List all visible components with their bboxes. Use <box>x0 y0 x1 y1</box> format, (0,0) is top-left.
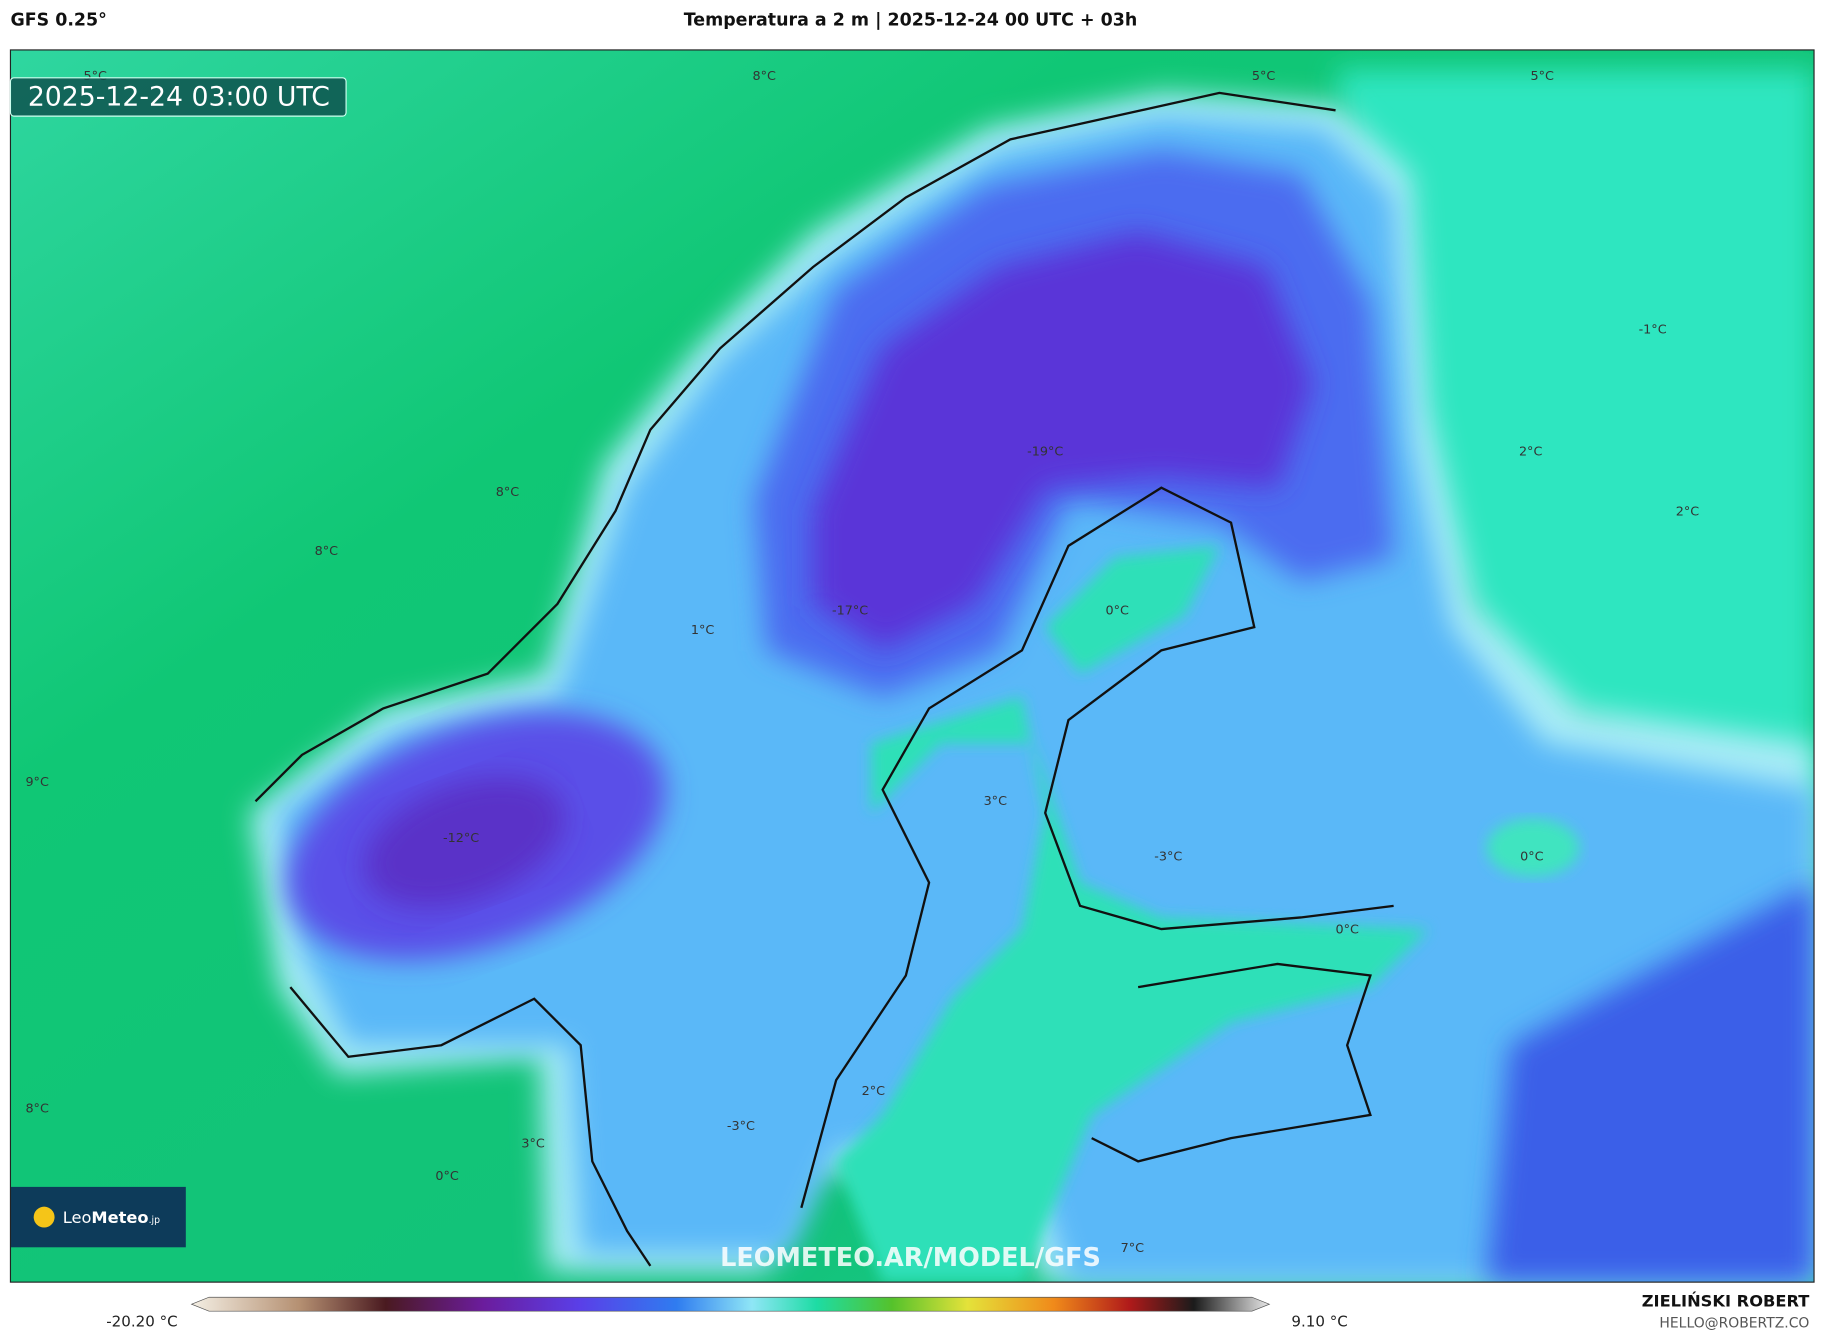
temperature-label: 9°C <box>25 775 49 790</box>
temperature-label: -12°C <box>443 831 479 846</box>
temperature-label: 1°C <box>691 623 715 638</box>
temperature-label: 0°C <box>1520 850 1544 865</box>
temperature-label: -19°C <box>1027 444 1063 459</box>
baltic-sea <box>836 696 1429 1283</box>
colorbar-bar <box>190 1296 1271 1312</box>
valid-time: 2025-12-24 03:00 UTC <box>28 82 330 113</box>
logo-name-bold: Meteo <box>91 1208 148 1227</box>
map: LeoMeteo.jp LEOMETEO.AR/MODEL/GFS 5°C 8°C… <box>10 49 1815 1283</box>
temperature-label: -1°C <box>1639 322 1667 337</box>
temperature-label: -3°C <box>1154 850 1182 865</box>
model-name: GFS 0.25° <box>10 11 106 31</box>
temperature-label: 2°C <box>1676 505 1700 520</box>
watermark: LEOMETEO.AR/MODEL/GFS <box>720 1243 1101 1273</box>
logo: LeoMeteo.jp <box>63 1208 160 1227</box>
logo-suffix: .jp <box>149 1215 161 1226</box>
time-box <box>9 77 347 117</box>
logo-name: Leo <box>63 1208 92 1227</box>
logo-sun <box>33 1206 55 1228</box>
temperature-label: 3°C <box>521 1136 545 1151</box>
colorbar-max: 9.10 °C <box>1291 1312 1347 1330</box>
temperature-label: 7°C <box>1121 1241 1145 1256</box>
temperature-label: 8°C <box>752 69 776 84</box>
colorbar <box>190 1296 1271 1312</box>
temperature-label: 8°C <box>25 1102 49 1117</box>
temperature-label: 8°C <box>315 544 339 559</box>
map-frame <box>9 49 1815 1283</box>
temperature-label: 0°C <box>435 1169 459 1184</box>
author: ZIELIŃSKI ROBERT <box>1642 1292 1810 1311</box>
temperature-label: -17°C <box>832 603 868 618</box>
map-labels: 5°C 8°C 5°C 5°C-1°C2°C2°C8°C8°C-19°C1°C-17°… <box>25 69 1699 1256</box>
temperature-label: 8°C <box>496 485 520 500</box>
email: HELLO@ROBERTZ.CO <box>1659 1315 1809 1331</box>
temperature-label: 5°C <box>1531 69 1555 84</box>
map-title: Temperatura a 2 m | 2025-12-24 00 UTC + … <box>684 11 1138 31</box>
temperature-label: 0°C <box>1106 603 1130 618</box>
colorbar-min: -20.20 °C <box>106 1312 177 1330</box>
temperature-label: 3°C <box>984 794 1008 809</box>
temperature-label: 2°C <box>1519 444 1543 459</box>
temperature-label: 0°C <box>1335 923 1359 938</box>
content: GFS 0.25° Temperatura a 2 m | 2025-12-24… <box>9 11 1815 1331</box>
temperature-label: 2°C <box>862 1084 886 1099</box>
temperature-label: -3°C <box>727 1119 755 1134</box>
temperature-label: 5°C <box>1252 69 1276 84</box>
